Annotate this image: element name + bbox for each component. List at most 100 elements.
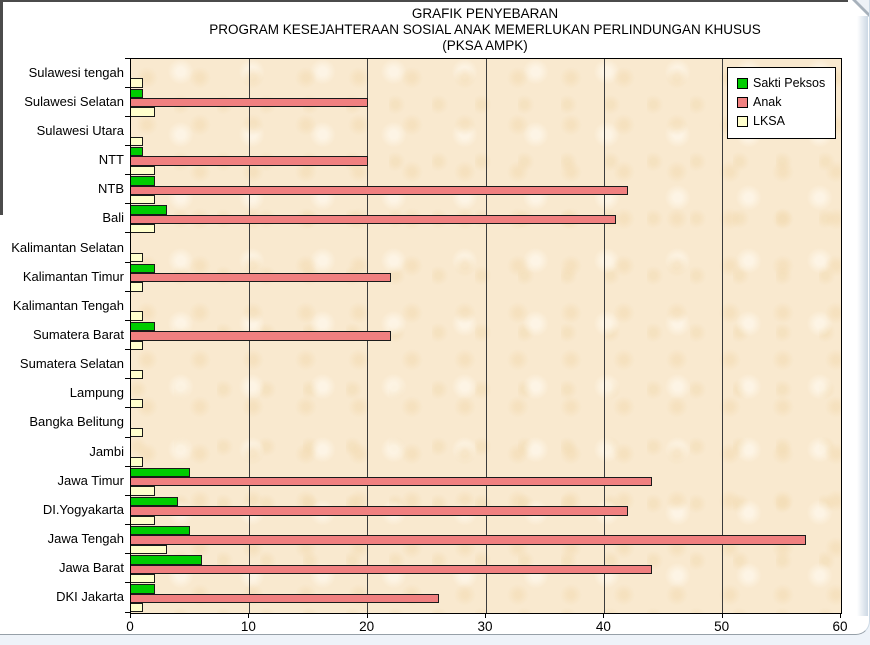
x-axis-label-60: 60 — [832, 619, 848, 634]
x-axis-label-50: 50 — [714, 619, 730, 634]
bar-lksa-sumatera-barat — [131, 340, 143, 350]
bar-lksa-lampung — [131, 398, 143, 409]
y-axis-tick — [125, 115, 130, 117]
bar-anak-kalimantan-timur — [131, 273, 392, 283]
category-label-bangka-belitung: Bangka Belitung — [29, 414, 124, 430]
gridline-x-30 — [485, 59, 487, 613]
bar-anak-dki-jakarta — [131, 593, 439, 604]
plot-area — [130, 58, 842, 614]
legend-swatch-sakti-peksos — [737, 78, 748, 89]
category-label-dki-jakarta: DKI Jakarta — [56, 589, 124, 605]
legend-label-lksa: LKSA — [753, 114, 785, 128]
bar-lksa-sulawesi-utara — [131, 136, 143, 146]
x-axis-tick-40 — [603, 613, 605, 618]
bar-lksa-kalimantan-tengah — [131, 311, 143, 321]
y-axis-tick — [125, 144, 130, 146]
x-axis-tick-60 — [840, 613, 841, 618]
y-axis-tick — [125, 582, 130, 584]
y-axis-tick — [125, 407, 130, 409]
x-axis-tick-20 — [366, 613, 368, 618]
legend-label-anak: Anak — [753, 95, 782, 109]
category-label-kalimantan-selatan: Kalimantan Selatan — [11, 239, 124, 255]
category-label-bali: Bali — [102, 210, 124, 226]
bar-anak-di-yogyakarta — [131, 506, 628, 516]
legend-item-anak: Anak — [737, 93, 825, 112]
bar-anak-bali — [131, 214, 617, 224]
chart-title-line1: GRAFIK PENYEBARAN — [411, 6, 559, 21]
bar-sakti-peksos-dki-jakarta — [131, 584, 155, 594]
category-label-di-yogyakarta: DI.Yogyakarta — [42, 501, 124, 517]
bar-anak-jawa-barat — [131, 564, 652, 574]
bar-anak-ntb — [131, 185, 628, 195]
y-axis-tick — [125, 174, 130, 176]
category-label-sulawesi-selatan: Sulawesi Selatan — [24, 93, 124, 109]
y-axis-tick — [125, 611, 130, 613]
x-axis-label-40: 40 — [595, 619, 611, 634]
category-label-sulawesi-utara: Sulawesi Utara — [36, 122, 124, 138]
y-axis-tick — [125, 378, 130, 380]
x-axis-tick-50 — [721, 613, 723, 618]
bar-sakti-peksos-jawa-barat — [131, 555, 202, 565]
y-axis-tick — [125, 261, 130, 263]
bar-lksa-sulawesi-tengah — [131, 78, 143, 88]
page-corner-notch-inner — [856, 0, 869, 13]
category-label-jawa-timur: Jawa Timur — [57, 472, 124, 488]
x-axis-label-30: 30 — [477, 619, 493, 634]
y-axis-tick — [125, 57, 130, 59]
bar-anak-ntt — [131, 156, 368, 166]
y-axis-tick — [125, 86, 130, 88]
category-label-ntb: NTB — [98, 181, 124, 197]
window-left-border — [0, 0, 3, 215]
window-top-border — [0, 0, 848, 2]
bar-lksa-jawa-timur — [131, 486, 155, 496]
x-axis-tick-10 — [248, 613, 250, 618]
bar-lksa-sumatera-selatan — [131, 369, 143, 380]
bar-sakti-peksos-sulawesi-selatan — [131, 88, 143, 99]
y-axis-tick — [125, 494, 130, 496]
bar-lksa-sulawesi-selatan — [131, 107, 155, 117]
category-label-lampung: Lampung — [69, 385, 124, 401]
category-axis-labels: Sulawesi tengah Sulawesi Selatan Sulawesi … — [0, 58, 124, 612]
category-label-jambi: Jambi — [89, 443, 124, 459]
legend-swatch-lksa — [737, 116, 748, 127]
legend-label-sakti-peksos: Sakti Peksos — [753, 76, 826, 90]
bar-lksa-jawa-tengah — [131, 544, 167, 555]
x-axis-label-0: 0 — [126, 619, 134, 634]
chart-title: GRAFIK PENYEBARAN PROGRAM KESEJAHTERAAN … — [130, 6, 840, 54]
x-axis-tick-30 — [485, 613, 486, 618]
legend-swatch-anak — [737, 97, 748, 108]
category-label-ntt: NTT — [98, 152, 124, 168]
category-label-kalimantan-tengah: Kalimantan Tengah — [12, 297, 124, 313]
category-label-kalimantan-timur: Kalimantan Timur — [22, 268, 124, 284]
bar-lksa-kalimantan-timur — [131, 282, 143, 292]
bar-sakti-peksos-ntb — [131, 176, 155, 186]
bar-lksa-di-yogyakarta — [131, 515, 155, 525]
y-axis-tick — [125, 436, 130, 438]
category-label-sulawesi-tengah: Sulawesi tengah — [28, 64, 124, 80]
bar-sakti-peksos-kalimantan-timur — [131, 263, 155, 274]
bar-anak-jawa-tengah — [131, 535, 806, 545]
y-axis-tick — [125, 319, 130, 321]
bar-lksa-ntb — [131, 194, 155, 205]
bar-sakti-peksos-ntt — [131, 147, 143, 157]
y-axis-tick — [125, 203, 130, 205]
legend-item-lksa: LKSA — [737, 112, 825, 131]
category-label-sumatera-barat: Sumatera Barat — [32, 327, 124, 342]
bar-anak-jawa-timur — [131, 477, 652, 487]
chart-title-line2: PROGRAM KESEJAHTERAAN SOSIAL ANAK MEMERL… — [209, 22, 761, 37]
y-axis-tick — [125, 524, 130, 526]
bar-lksa-bangka-belitung — [131, 428, 143, 438]
x-axis-label-10: 10 — [240, 619, 256, 634]
gridline-x-40 — [603, 59, 605, 613]
category-label-jawa-tengah: Jawa Tengah — [47, 531, 124, 547]
y-axis-tick — [125, 553, 130, 555]
page-right-edge — [857, 16, 868, 616]
x-axis-tick-0 — [130, 613, 131, 618]
legend-item-sakti-peksos: Sakti Peksos — [737, 74, 825, 93]
gridline-x-50 — [722, 59, 724, 613]
category-label-sumatera-selatan: Sumatera Selatan — [19, 356, 124, 372]
chart-title-line3: (PKSA AMPK) — [442, 38, 528, 53]
bar-lksa-jambi — [131, 457, 143, 467]
y-axis-tick — [125, 290, 130, 292]
